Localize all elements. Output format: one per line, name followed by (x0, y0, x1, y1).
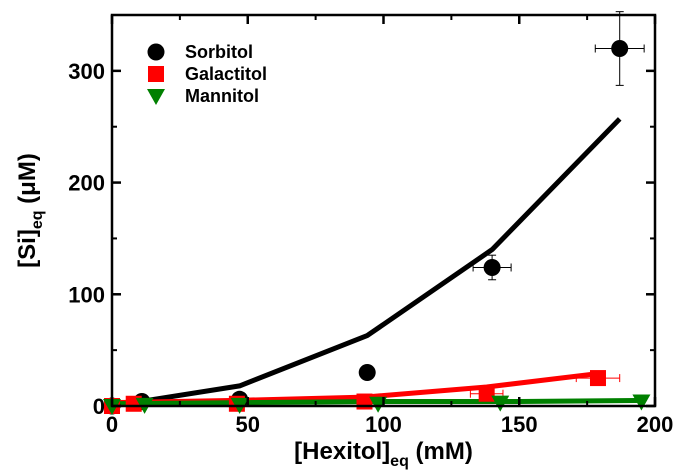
sorbitol-fit-line (111, 117, 622, 409)
legend-mannitol-label: Mannitol (185, 86, 259, 106)
galactitol-point (589, 370, 606, 387)
data-markers (103, 40, 651, 415)
legend-mannitol-marker (147, 89, 165, 105)
sorbitol-point (611, 40, 629, 58)
legend-sorbitol-marker (147, 43, 165, 61)
x-tick-label: 150 (501, 412, 538, 437)
y-tick-label: 100 (68, 282, 105, 307)
mannitol-point (632, 394, 651, 411)
sorbitol-point (358, 363, 376, 381)
galactitol-fit-line (111, 371, 599, 406)
x-axis-label-suffix: (mM) (409, 438, 473, 465)
x-tick-label: 100 (365, 412, 402, 437)
y-axis-label-suffix: (μM) (14, 153, 41, 210)
y-tick-label: 200 (68, 171, 105, 196)
legend-galactitol-label: Galactitol (185, 64, 267, 84)
mannitol-point (491, 395, 510, 412)
sorbitol-point (483, 258, 501, 276)
fit-lines (111, 117, 642, 409)
legend-galactitol-marker (148, 66, 164, 82)
y-tick-label: 0 (93, 394, 105, 419)
y-tick-label: 300 (68, 59, 105, 84)
y-axis-label-sub: eq (29, 210, 46, 229)
x-tick-label: 0 (106, 412, 118, 437)
galactitol-point (478, 385, 495, 402)
x-axis-label-main: [Hexitol] (294, 438, 390, 465)
legend-sorbitol-label: Sorbitol (185, 42, 253, 62)
y-axis-label: [Si]eq (μM) (14, 153, 46, 268)
x-tick-label: 50 (236, 412, 260, 437)
x-tick-label: 200 (637, 412, 674, 437)
x-axis-label: [Hexitol]eq (mM) (294, 438, 473, 470)
error-bars (361, 11, 645, 398)
axis-ticks: 0 50 100 150 200 0 100 200 300 (68, 15, 673, 437)
y-axis-label-main: [Si] (14, 229, 41, 268)
x-axis-label-sub: eq (390, 453, 409, 470)
